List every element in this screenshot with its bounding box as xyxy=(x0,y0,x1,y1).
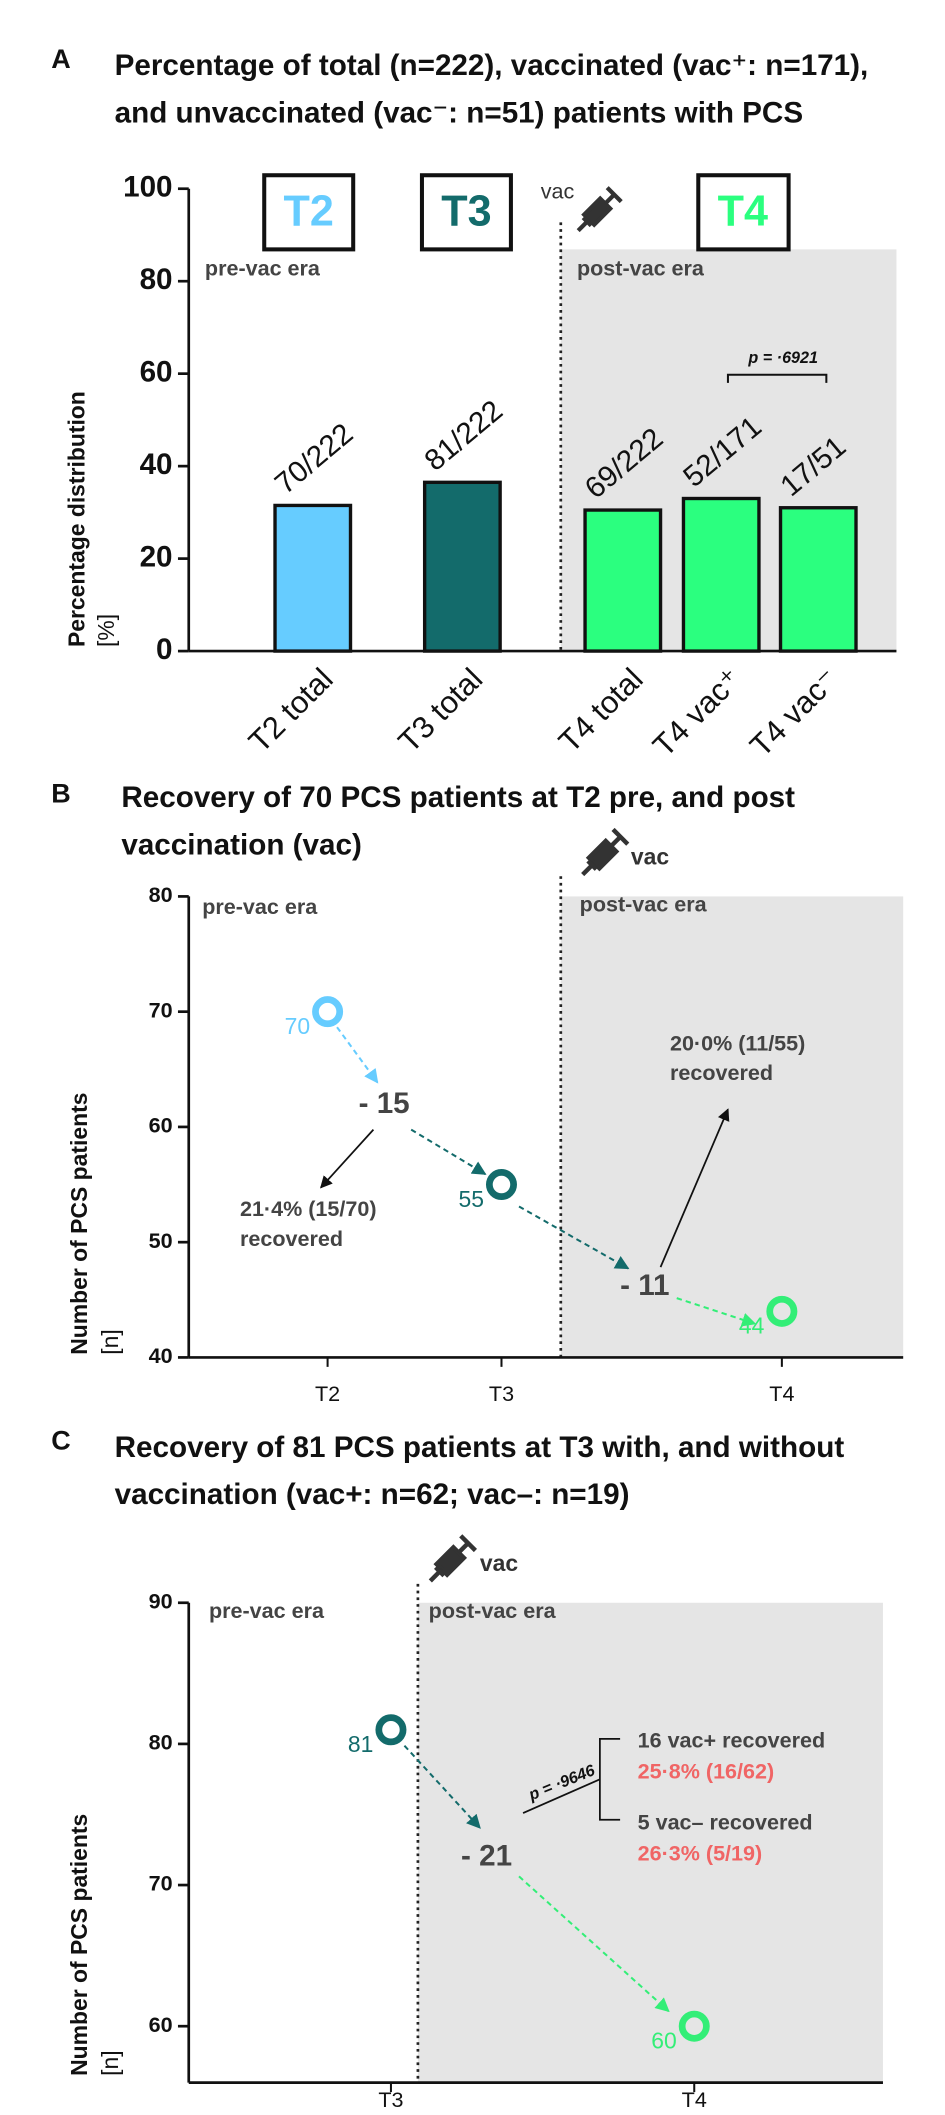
annotation: 20·0% (11/55) xyxy=(670,1030,805,1055)
significance-bracket xyxy=(522,1738,621,1821)
significance-bracket xyxy=(726,373,828,383)
value-label: 81/222 xyxy=(418,394,509,478)
syringe-icon xyxy=(571,188,621,238)
era-label: post-vac era xyxy=(577,255,705,280)
y-tick-label: 60 xyxy=(140,355,173,388)
x-tick-label: T3 total xyxy=(391,661,489,759)
y-axis-label: [n] xyxy=(97,2050,123,2075)
chart-title: Recovery of 81 PCS patients at T3 with, … xyxy=(115,1431,845,1464)
x-tick-label: T4 xyxy=(682,2087,707,2112)
y-tick-label: 50 xyxy=(149,1228,173,1253)
syringe-icon xyxy=(575,829,627,881)
chart-title: vaccination (vac+: n=62; vac–: n=19) xyxy=(115,1478,630,1511)
arrow xyxy=(659,1108,730,1268)
chart-title: Percentage of total (n=222), vaccinated … xyxy=(115,49,869,82)
point-label: 70 xyxy=(285,1013,310,1039)
y-axis-label: [%] xyxy=(93,614,119,647)
annotation: 21·4% (15/70) xyxy=(240,1196,377,1221)
bar xyxy=(681,496,761,653)
era-label: pre-vac era xyxy=(209,1598,325,1623)
annotation: 25·8% (16/62) xyxy=(638,1758,775,1783)
y-axis-label: Number of PCS patients xyxy=(66,1814,92,2076)
x-tick-label: T3 xyxy=(489,1381,514,1406)
y-tick-label: 80 xyxy=(149,1730,173,1755)
arrow xyxy=(518,1205,630,1270)
era-label: post-vac era xyxy=(429,1598,557,1623)
arrow xyxy=(320,1129,375,1189)
annotation: 16 vac+ recovered xyxy=(638,1727,825,1752)
annotation: recovered xyxy=(240,1226,343,1251)
syringe-icon xyxy=(423,1536,475,1588)
data-point xyxy=(766,1295,798,1327)
annotation: - 15 xyxy=(359,1087,410,1120)
time-label: T2 xyxy=(284,188,334,236)
panel-letter: B xyxy=(51,778,70,808)
bar xyxy=(422,480,502,653)
annotation: - 11 xyxy=(620,1269,669,1302)
vac-label: vac xyxy=(631,844,669,870)
x-tick-label: T4 vac⁺ xyxy=(646,661,748,763)
time-label: T3 xyxy=(441,188,491,236)
point-label: 60 xyxy=(651,2027,676,2053)
bar xyxy=(583,508,663,653)
x-tick-label: T2 total xyxy=(242,661,340,759)
chart-title: and unvaccinated (vac⁻: n=51) patients w… xyxy=(115,96,804,129)
x-tick-label: T4 total xyxy=(552,661,650,759)
annotation: 26·3% (5/19) xyxy=(638,1841,763,1866)
p-value: p = ·6921 xyxy=(747,349,818,367)
arrow xyxy=(518,1875,670,2013)
value-label: 70/222 xyxy=(269,417,360,501)
chart-title: Recovery of 70 PCS patients at T2 pre, a… xyxy=(121,781,795,814)
y-tick-label: 80 xyxy=(149,882,173,907)
era-label: pre-vac era xyxy=(202,894,318,919)
y-tick-label: 70 xyxy=(149,1871,173,1896)
y-axis-label: Number of PCS patients xyxy=(66,1093,92,1355)
era-label: pre-vac era xyxy=(205,255,321,280)
vac-label: vac xyxy=(480,1550,518,1576)
arrow xyxy=(336,1026,379,1084)
chart-title: vaccination (vac) xyxy=(121,828,362,861)
y-tick-label: 60 xyxy=(149,2012,173,2037)
y-axis-label: Percentage distribution xyxy=(63,391,89,647)
annotation: 5 vac– recovered xyxy=(638,1810,813,1835)
vac-label: vac xyxy=(541,178,575,203)
y-tick-label: 0 xyxy=(156,633,173,666)
panel-letter: A xyxy=(51,44,70,74)
y-axis-label: [n] xyxy=(97,1329,123,1354)
x-tick-label: T2 xyxy=(315,1381,340,1406)
point-label: 44 xyxy=(739,1313,765,1339)
y-tick-label: 20 xyxy=(140,540,173,573)
data-point xyxy=(312,996,344,1028)
post-vac-region xyxy=(417,1602,883,2083)
x-tick-label: T4 xyxy=(769,1381,794,1406)
time-box xyxy=(262,173,356,252)
data-point xyxy=(678,2010,710,2042)
arrow xyxy=(676,1297,757,1327)
x-tick-label: T3 xyxy=(378,2087,403,2112)
post-vac-region xyxy=(560,896,904,1358)
arrow xyxy=(410,1128,487,1175)
time-label: T4 xyxy=(718,188,768,236)
bar xyxy=(273,503,353,653)
y-tick-label: 100 xyxy=(123,171,172,204)
annotation: - 21 xyxy=(461,1839,512,1872)
y-tick-label: 90 xyxy=(149,1588,173,1613)
time-box xyxy=(696,173,791,252)
y-tick-label: 80 xyxy=(140,263,173,296)
panel-letter: C xyxy=(51,1425,70,1455)
point-label: 55 xyxy=(458,1186,483,1212)
data-point xyxy=(375,1714,407,1746)
era-label: post-vac era xyxy=(580,892,708,917)
y-tick-label: 70 xyxy=(149,997,173,1022)
point-label: 81 xyxy=(348,1731,373,1757)
y-tick-label: 40 xyxy=(149,1343,173,1368)
y-tick-label: 40 xyxy=(140,448,173,481)
data-point xyxy=(485,1169,517,1201)
x-tick-label: T4 vac⁻ xyxy=(743,661,845,763)
y-tick-label: 60 xyxy=(149,1113,173,1138)
bar xyxy=(778,506,858,653)
annotation: recovered xyxy=(670,1060,773,1085)
time-box xyxy=(419,173,513,252)
